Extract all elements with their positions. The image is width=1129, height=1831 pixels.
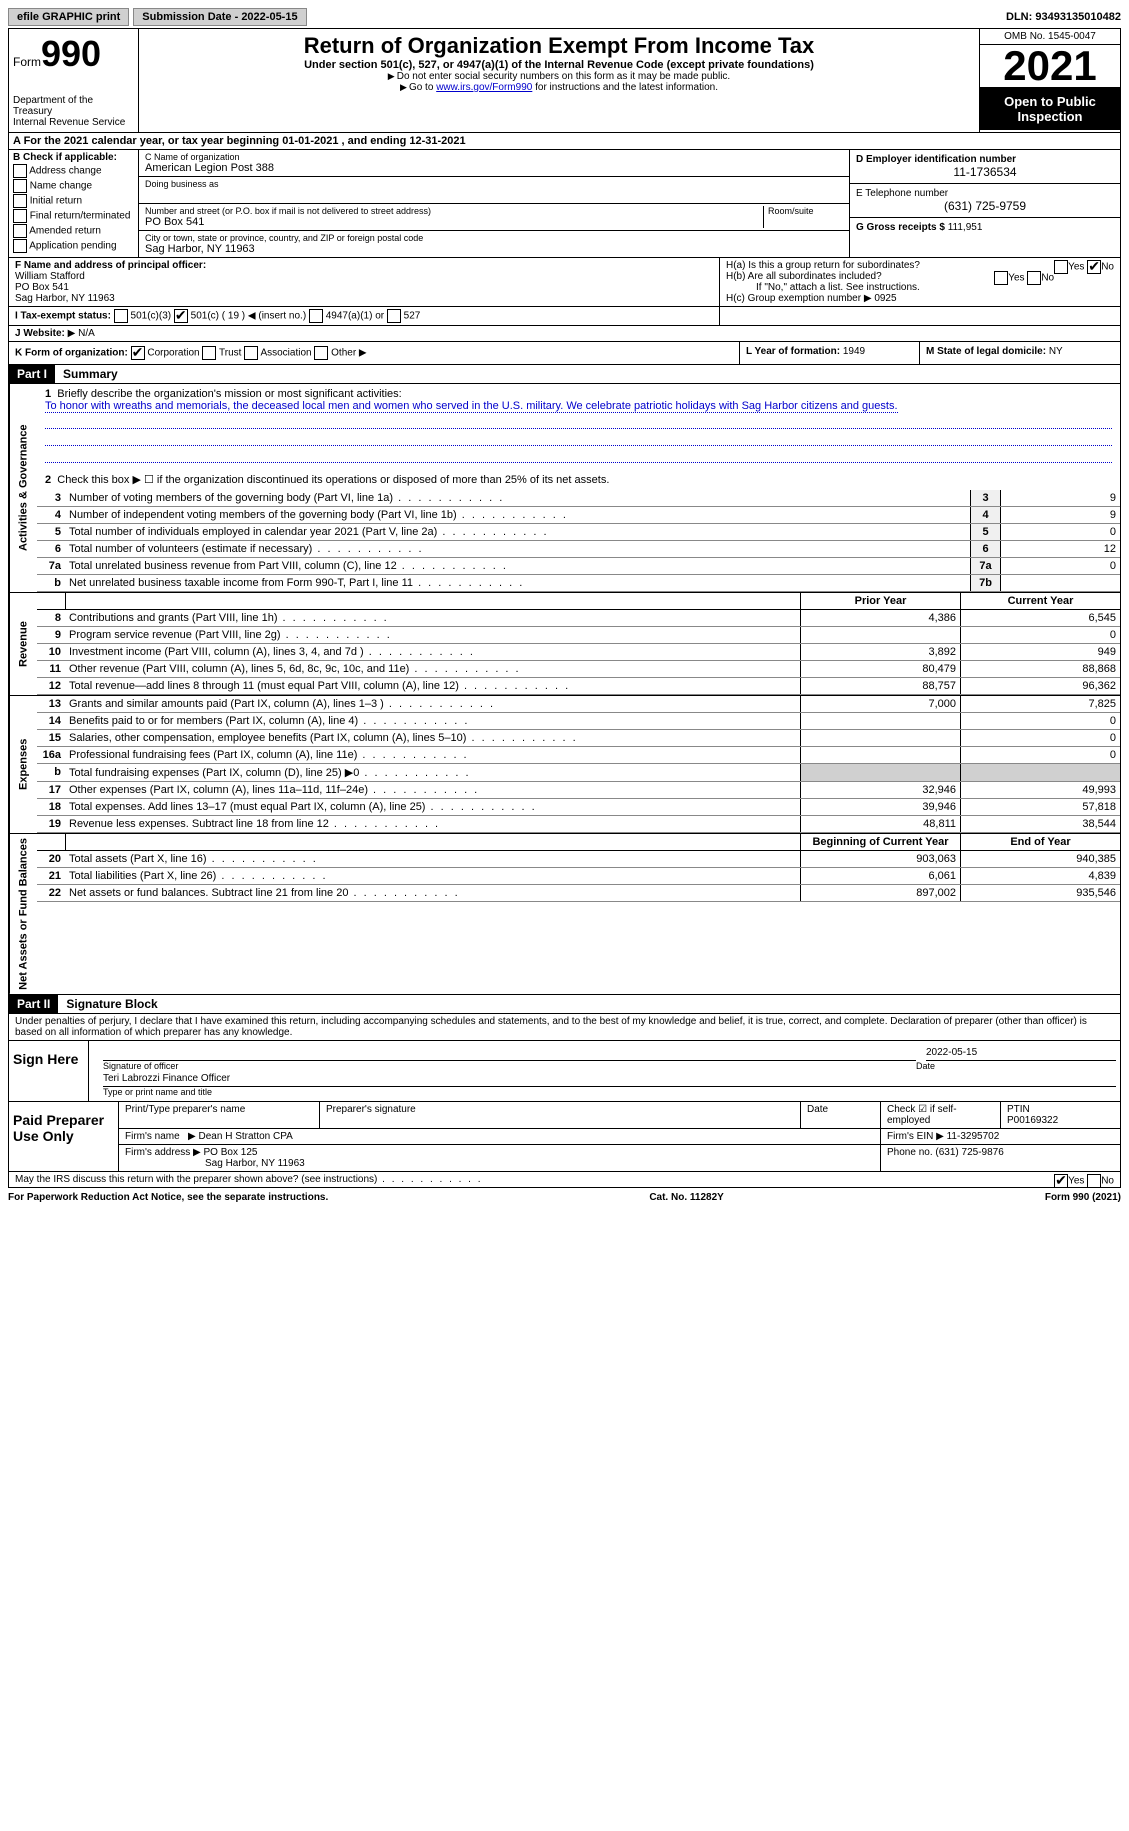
form-title: Return of Organization Exempt From Incom…	[143, 33, 975, 59]
row-a-tax-year: A For the 2021 calendar year, or tax yea…	[8, 133, 1121, 150]
open-to-public: Open to Public Inspection	[980, 88, 1120, 130]
section-f-h: F Name and address of principal officer:…	[8, 258, 1121, 307]
part1-header: Part I	[9, 365, 55, 383]
summary-line: 15Salaries, other compensation, employee…	[37, 730, 1120, 747]
governance-tab: Activities & Governance	[9, 384, 37, 592]
irs-label: Internal Revenue Service	[13, 117, 134, 128]
ein-value: 11-1736534	[856, 165, 1114, 179]
summary-line: bTotal fundraising expenses (Part IX, co…	[37, 764, 1120, 782]
firm-phone: (631) 725-9876	[935, 1147, 1003, 1158]
firm-name: Dean H Stratton CPA	[199, 1131, 293, 1142]
group-exemption: 0925	[874, 293, 896, 304]
phone-value: (631) 725-9759	[856, 199, 1114, 213]
summary-line: 5Total number of individuals employed in…	[37, 524, 1120, 541]
part1-header-row: Part I Summary	[8, 365, 1121, 384]
org-info-section: B Check if applicable: Address change Na…	[8, 150, 1121, 258]
dept-treasury: Department of the Treasury	[13, 95, 134, 117]
ssn-note: Do not enter social security numbers on …	[143, 71, 975, 82]
section-j: J Website: ▶ N/A	[8, 326, 1121, 342]
summary-line: 10Investment income (Part VIII, column (…	[37, 644, 1120, 661]
officer-name: William Stafford	[15, 271, 713, 282]
summary-line: 9Program service revenue (Part VIII, lin…	[37, 627, 1120, 644]
summary-line: 16aProfessional fundraising fees (Part I…	[37, 747, 1120, 764]
submission-date-button[interactable]: Submission Date - 2022-05-15	[133, 8, 306, 26]
summary-line: 14Benefits paid to or for members (Part …	[37, 713, 1120, 730]
summary-line: 11Other revenue (Part VIII, column (A), …	[37, 661, 1120, 678]
summary-line: bNet unrelated business taxable income f…	[37, 575, 1120, 592]
dln-label: DLN: 93493135010482	[1006, 11, 1121, 23]
summary-line: 17Other expenses (Part IX, column (A), l…	[37, 782, 1120, 799]
discuss-row: May the IRS discuss this return with the…	[8, 1172, 1121, 1188]
gross-receipts: 111,951	[948, 222, 983, 233]
governance-section: Activities & Governance 1 Briefly descri…	[8, 384, 1121, 593]
revenue-tab: Revenue	[9, 593, 37, 695]
netassets-section: Net Assets or Fund Balances Beginning of…	[8, 834, 1121, 995]
summary-line: 13Grants and similar amounts paid (Part …	[37, 696, 1120, 713]
summary-line: 12Total revenue—add lines 8 through 11 (…	[37, 678, 1120, 695]
section-klm: K Form of organization: Corporation Trus…	[8, 342, 1121, 365]
section-i: I Tax-exempt status: 501(c)(3) 501(c) ( …	[8, 307, 1121, 326]
section-d: D Employer identification number 11-1736…	[850, 150, 1120, 257]
part2-header: Part II	[9, 995, 58, 1013]
sign-section: Sign Here 2022-05-15 Signature of office…	[8, 1041, 1121, 1172]
sign-date: 2022-05-15	[926, 1045, 1116, 1061]
irs-link[interactable]: www.irs.gov/Form990	[436, 82, 532, 93]
form-header: Form990 Department of the Treasury Inter…	[8, 28, 1121, 133]
page-footer: For Paperwork Reduction Act Notice, see …	[8, 1188, 1121, 1207]
summary-line: 19Revenue less expenses. Subtract line 1…	[37, 816, 1120, 833]
summary-line: 18Total expenses. Add lines 13–17 (must …	[37, 799, 1120, 816]
top-bar: efile GRAPHIC print Submission Date - 20…	[8, 8, 1121, 26]
mission-text: To honor with wreaths and memorials, the…	[45, 400, 898, 413]
tax-year: 2021	[980, 44, 1120, 88]
summary-line: 6Total number of volunteers (estimate if…	[37, 541, 1120, 558]
part2-header-row: Part II Signature Block	[8, 995, 1121, 1014]
ptin-value: P00169322	[1007, 1115, 1058, 1126]
officer-name-title: Teri Labrozzi Finance Officer	[103, 1071, 1116, 1087]
org-city: Sag Harbor, NY 11963	[145, 243, 843, 255]
section-b: B Check if applicable: Address change Na…	[9, 150, 139, 257]
org-address: PO Box 541	[145, 216, 763, 228]
section-c: C Name of organization American Legion P…	[139, 150, 850, 257]
sign-here-label: Sign Here	[9, 1041, 89, 1101]
form-number: Form990	[13, 33, 134, 75]
website-note: Go to www.irs.gov/Form990 for instructio…	[143, 82, 975, 93]
org-name: American Legion Post 388	[145, 162, 843, 174]
summary-line: 22Net assets or fund balances. Subtract …	[37, 885, 1120, 902]
form-subtitle: Under section 501(c), 527, or 4947(a)(1)…	[143, 59, 975, 71]
expenses-tab: Expenses	[9, 696, 37, 833]
summary-line: 20Total assets (Part X, line 16)903,0639…	[37, 851, 1120, 868]
summary-line: 7aTotal unrelated business revenue from …	[37, 558, 1120, 575]
firm-ein: 11-3295702	[947, 1131, 1000, 1142]
summary-line: 4Number of independent voting members of…	[37, 507, 1120, 524]
summary-line: 3Number of voting members of the governi…	[37, 490, 1120, 507]
expenses-section: Expenses 13Grants and similar amounts pa…	[8, 696, 1121, 834]
revenue-section: Revenue Prior YearCurrent Year 8Contribu…	[8, 593, 1121, 696]
summary-line: 8Contributions and grants (Part VIII, li…	[37, 610, 1120, 627]
paid-preparer-label: Paid Preparer Use Only	[9, 1102, 119, 1171]
summary-line: 21Total liabilities (Part X, line 26)6,0…	[37, 868, 1120, 885]
efile-button[interactable]: efile GRAPHIC print	[8, 8, 129, 26]
penalty-statement: Under penalties of perjury, I declare th…	[8, 1014, 1121, 1041]
netassets-tab: Net Assets or Fund Balances	[9, 834, 37, 994]
